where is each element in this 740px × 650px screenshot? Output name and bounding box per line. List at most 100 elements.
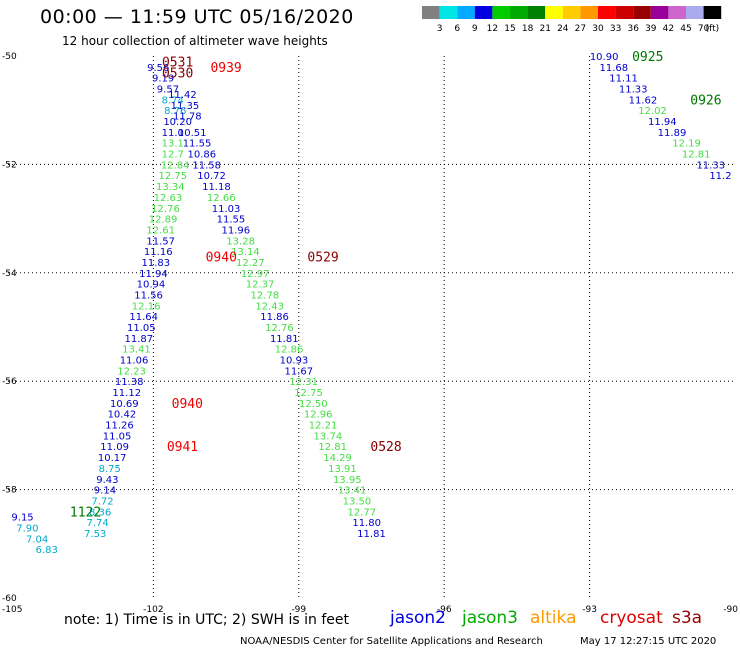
legend-swatch [668, 6, 686, 19]
wave-height-point: 7.04 [26, 534, 48, 545]
footer-note: note: 1) Time is in UTC; 2) SWH is in fe… [64, 612, 350, 628]
wave-height-point: 13.41 [338, 486, 367, 497]
legend-tick-label: 6 [454, 24, 460, 34]
wave-height-point: 10.42 [108, 410, 137, 421]
wave-height-point: 12.27 [236, 258, 265, 269]
pass-time-label: 0939 [210, 61, 241, 76]
wave-height-point: 11.11 [609, 74, 638, 85]
wave-height-point: 12.02 [638, 106, 667, 117]
wave-height-point: 12.97 [241, 269, 270, 280]
legend-swatch [650, 6, 669, 19]
wave-height-point: 12.81 [682, 150, 711, 161]
satellite-label-s3a: s3a [672, 608, 703, 628]
y-tick-label: -54 [2, 269, 17, 279]
legend-swatch [492, 6, 510, 19]
wave-height-point: 11.78 [173, 112, 202, 123]
wave-height-point: 12.75 [294, 388, 323, 399]
wave-height-point: 12.21 [309, 421, 338, 432]
wave-height-point: 8.74 [162, 95, 184, 106]
wave-height-point: 12.7 [162, 150, 184, 161]
wave-height-point: 11.64 [129, 312, 158, 323]
wave-height-point: 7.53 [84, 529, 106, 540]
y-tick-label: -50 [2, 52, 17, 62]
wave-height-point: 11.35 [171, 101, 200, 112]
legend-swatch [562, 6, 581, 19]
wave-height-point: 10.86 [188, 150, 217, 161]
wave-height-point: 11.55 [217, 215, 246, 226]
legend-swatch [615, 6, 634, 19]
y-tick-label: -58 [2, 486, 17, 496]
wave-height-point: 10.69 [110, 399, 139, 410]
wave-height-point: 12.43 [255, 301, 284, 312]
wave-height-point: 13.50 [343, 496, 372, 507]
wave-height-point: 12.84 [161, 160, 190, 171]
wave-height-point: 13.28 [226, 236, 255, 247]
wave-height-point: 13.1 [162, 139, 184, 150]
satellite-label-jason2: jason2 [390, 608, 446, 628]
wave-height-point: 12.61 [146, 225, 175, 236]
wave-height-point: 7.74 [87, 518, 109, 529]
wave-height-point: 11.89 [658, 128, 687, 139]
pass-time-label: 0925 [632, 50, 663, 65]
wave-height-point: 12.77 [347, 507, 376, 518]
wave-height-point: 11.12 [112, 388, 141, 399]
wave-height-point: 13.34 [156, 182, 185, 193]
wave-height-point: 12.16 [132, 301, 161, 312]
wave-height-point: 11.81 [357, 529, 386, 540]
legend-tick-label: 12 [487, 24, 498, 34]
legend-tick-label: 18 [522, 24, 534, 34]
wave-height-point: 11.16 [144, 247, 173, 258]
satellite-label-altika: altika [530, 608, 577, 628]
wave-height-point: 11.87 [125, 334, 154, 345]
wave-height-point: 11.55 [183, 139, 212, 150]
wave-height-point: 11.86 [260, 312, 289, 323]
wave-height-point: 11.33 [619, 85, 648, 96]
pass-time-label: 1122 [70, 505, 101, 520]
wave-height-point: 12.50 [299, 399, 328, 410]
credit-text: NOAA/NESDIS Center for Satellite Applica… [240, 636, 543, 647]
wave-height-point: 11.05 [127, 323, 156, 334]
legend-swatch [545, 6, 563, 19]
wave-height-point: 11.57 [146, 236, 175, 247]
wave-height-point: 10.51 [178, 128, 207, 139]
wave-height-point: 11.26 [105, 421, 134, 432]
x-tick-label: -102 [143, 605, 163, 615]
wave-height-point: 6.83 [36, 545, 58, 556]
legend-swatch [474, 6, 493, 19]
wave-height-point: 12.89 [149, 215, 178, 226]
legend-swatch [580, 6, 598, 19]
wave-height-point: 11.96 [221, 225, 250, 236]
wave-height-point: 11.94 [648, 117, 677, 128]
wave-height-point: 11.05 [103, 431, 132, 442]
wave-height-point: 12.75 [158, 171, 187, 182]
satellite-label-cryosat: cryosat [600, 608, 663, 628]
wave-height-point: 12.66 [207, 193, 236, 204]
color-scale-legend: 3 6 9 12 15 18 21 24 27 30 33 36 39 42 45 70(ft) [422, 6, 722, 34]
wave-height-point: 11.42 [168, 90, 197, 101]
legend-swatch [703, 6, 722, 19]
wave-height-point: 12.76 [151, 204, 180, 215]
wave-height-point: 7.72 [91, 496, 113, 507]
legend-tick-label: 45 [680, 24, 691, 34]
wave-height-point: 11.68 [600, 63, 629, 74]
y-tick-label: -60 [2, 594, 17, 604]
wave-height-point: 11.18 [202, 182, 231, 193]
page-subtitle: 12 hour collection of altimeter wave hei… [62, 34, 328, 48]
wave-height-point: 11.62 [629, 95, 658, 106]
wave-height-point: 10.90 [590, 52, 619, 63]
wave-height-point: 10.94 [137, 280, 166, 291]
pass-time-label: 0529 [307, 251, 338, 266]
legend-tick-label: 24 [557, 24, 569, 34]
wave-height-point: 13.91 [328, 464, 357, 475]
legend-swatch [457, 6, 475, 19]
wave-height-point: 9.56 [147, 63, 169, 74]
wave-height-point: 12.23 [117, 366, 146, 377]
legend-tick-label: 42 [663, 24, 674, 34]
wave-height-point: 8.36 [89, 507, 111, 518]
wave-height-point: 8.76 [164, 106, 186, 117]
wave-height-point: 12.37 [246, 280, 275, 291]
wave-height-point: 12.96 [304, 410, 333, 421]
wave-height-point: 11.83 [142, 258, 171, 269]
y-tick-label: -52 [2, 160, 17, 170]
